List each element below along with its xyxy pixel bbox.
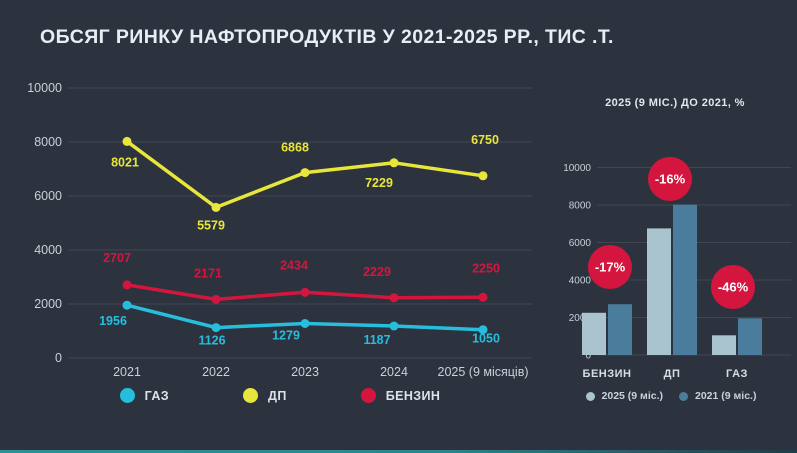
- bar-2025 (9 міс.): [582, 312, 606, 355]
- data-label: 1126: [198, 334, 225, 348]
- y-tick-label: 6000: [569, 238, 592, 249]
- y-tick-label: 10000: [27, 81, 62, 95]
- y-tick-label: 0: [55, 351, 62, 365]
- legend-dot: [585, 391, 595, 401]
- badge-label: -17%: [595, 260, 626, 275]
- legend-dot: [360, 388, 376, 403]
- data-point: [389, 158, 399, 168]
- data-label: 1279: [272, 329, 300, 343]
- badge-circle: [588, 245, 632, 289]
- legend-label: БЕНЗИН: [385, 388, 441, 403]
- data-label: 6750: [471, 133, 499, 147]
- data-point: [300, 319, 310, 328]
- y-tick-label: 8000: [34, 135, 62, 149]
- page-title: ОБСЯГ РИНКУ НАФТОПРОДУКТІВ У 2021-2025 Р…: [40, 26, 614, 48]
- y-tick-label: 10000: [563, 163, 591, 174]
- y-tick-label: 8000: [569, 201, 592, 212]
- data-point: [122, 136, 132, 146]
- y-tick-label: 2000: [569, 313, 592, 324]
- line-chart-legend: ГАЗ ДП БЕНЗИН: [20, 388, 540, 403]
- bar-chart-legend: 2025 (9 міс.) 2021 (9 міс.): [545, 390, 797, 402]
- data-point: [211, 202, 221, 212]
- bottom-accent-bar: [0, 450, 797, 453]
- data-point: [300, 168, 310, 178]
- x-tick-label: 2022: [202, 365, 230, 379]
- legend-dot: [679, 391, 688, 401]
- data-label: 2229: [363, 265, 391, 279]
- x-tick-label: 2024: [380, 365, 408, 379]
- data-label: 2434: [280, 258, 308, 272]
- data-label: 2171: [194, 266, 222, 280]
- x-tick-label: 2025 (9 місяців): [438, 365, 529, 379]
- badge-circle: [648, 157, 692, 201]
- data-point: [300, 287, 310, 297]
- bar-2021 (9 міс.): [673, 204, 697, 355]
- bar-chart: 0 2000 4000 6000 8000 10000 БЕНЗИН ДП ГАЗ -17% -16…: [563, 157, 791, 380]
- data-label: 1050: [472, 332, 500, 346]
- legend-item-2025 (9 міс.): 2025 (9 міс.): [585, 390, 663, 402]
- bar-2021 (9 міс.): [608, 304, 632, 355]
- legend-dot: [243, 388, 259, 403]
- data-label: 1956: [99, 314, 127, 328]
- data-label: 5579: [197, 218, 225, 232]
- data-point: [211, 294, 221, 304]
- data-label: 8021: [111, 155, 139, 169]
- data-point: [389, 321, 399, 331]
- data-label: 2250: [472, 261, 500, 275]
- y-tick-label: 6000: [34, 189, 62, 203]
- legend-item-ДП: ДП: [243, 388, 287, 403]
- y-tick-label: 0: [585, 351, 591, 362]
- data-label: 1187: [363, 333, 390, 347]
- legend-label: ГАЗ: [144, 388, 170, 403]
- data-point: [122, 300, 132, 310]
- x-tick-label: БЕНЗИН: [583, 368, 632, 380]
- badge-circle: [711, 265, 755, 309]
- y-tick-label: 4000: [569, 276, 592, 287]
- badge-label: -16%: [655, 172, 686, 187]
- data-label: 2707: [103, 251, 131, 265]
- data-point: [478, 292, 488, 302]
- y-tick-label: 4000: [34, 243, 62, 257]
- bar-chart-title: 2025 (9 МІС.) ДО 2021, %: [605, 97, 745, 109]
- badge-label: -46%: [718, 280, 749, 295]
- line-chart: 0 2000 4000 6000 8000 10000 2021 2022 2023 2024 20…: [27, 81, 532, 379]
- x-tick-label: 2021: [113, 365, 141, 379]
- data-label: 7229: [365, 176, 393, 190]
- data-point: [211, 323, 221, 333]
- data-label: 6868: [281, 141, 309, 155]
- data-point: [478, 171, 488, 181]
- legend-label: ДП: [268, 388, 287, 403]
- bar-2021 (9 міс.): [738, 318, 762, 355]
- legend-item-ГАЗ: ГАЗ: [119, 388, 170, 403]
- y-tick-label: 2000: [34, 297, 62, 311]
- legend-item-2021 (9 міс.): 2021 (9 міс.): [679, 390, 756, 402]
- legend-item-БЕНЗИН: БЕНЗИН: [360, 388, 441, 403]
- legend-label: 2021 (9 міс.): [695, 390, 757, 402]
- bar-2025 (9 міс.): [647, 228, 671, 355]
- data-point: [389, 293, 399, 303]
- data-point: [478, 325, 488, 335]
- legend-label: 2025 (9 міс.): [601, 390, 663, 402]
- x-tick-label: 2023: [291, 365, 319, 379]
- x-tick-label: ДП: [664, 368, 681, 380]
- legend-dot: [119, 388, 135, 403]
- bar-2025 (9 міс.): [712, 335, 736, 355]
- x-tick-label: ГАЗ: [726, 368, 748, 380]
- data-point: [122, 280, 132, 290]
